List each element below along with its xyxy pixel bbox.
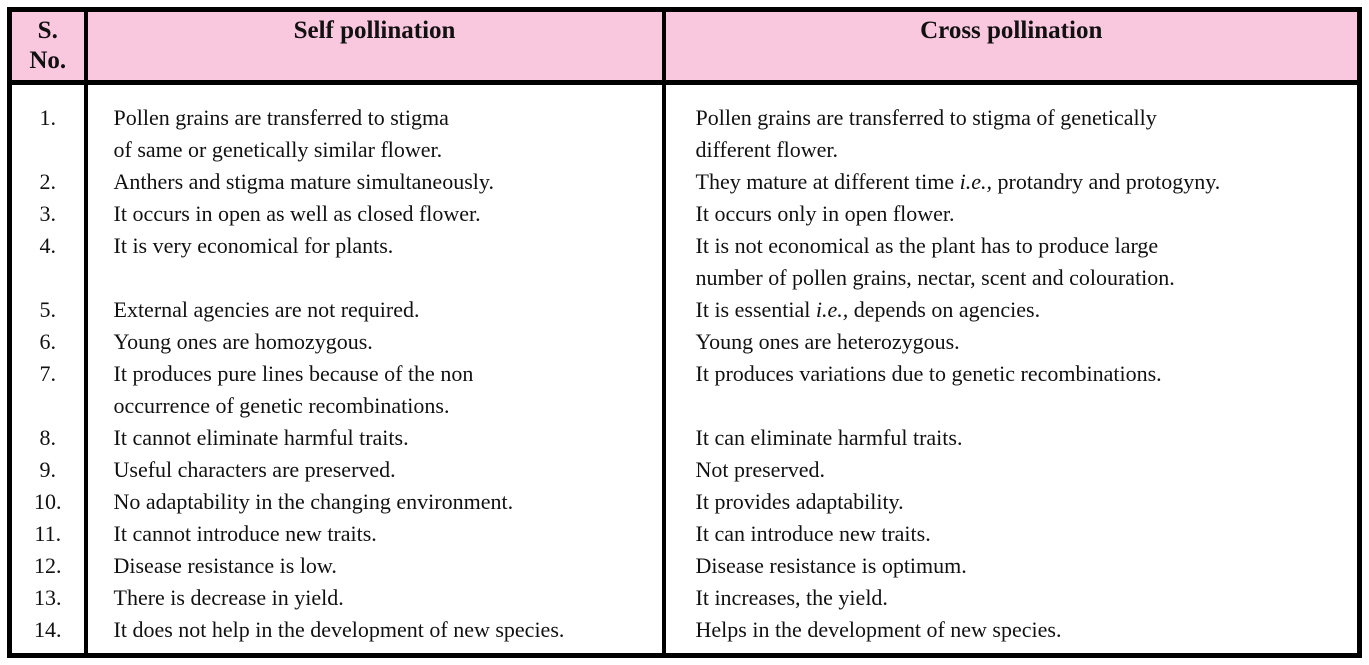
cell-cross-pollination: Not preserved.: [661, 454, 1362, 486]
cell-cross-pollination: They mature at different time i.e., prot…: [661, 166, 1362, 198]
table-row: 2. Anthers and stigma mature simultaneous…: [7, 166, 1362, 198]
header-row: S. No. Self pollination Cross pollinatio…: [7, 7, 1362, 85]
table-row: 7. It produces pure lines because of the …: [7, 358, 1362, 422]
cell-line: Young ones are heterozygous.: [695, 329, 960, 354]
cell-self-pollination: It does not help in the development of n…: [83, 614, 666, 656]
table-row: 9. Useful characters are preserved. Not pr…: [7, 454, 1362, 486]
cell-line: It produces variations due to genetic re…: [695, 361, 1162, 386]
table-row: 14. It does not help in the development o…: [7, 614, 1362, 656]
cell-line: Pollen grains are transferred to stigma: [113, 105, 449, 130]
cell-self-pollination: No adaptability in the changing environm…: [83, 486, 666, 518]
table-header: S. No. Self pollination Cross pollinatio…: [7, 7, 1362, 85]
cell-cross-pollination: It is not economical as the plant has to…: [661, 230, 1362, 294]
cell-cross-pollination: It provides adaptability.: [661, 486, 1362, 518]
cell-line: Disease resistance is low.: [113, 553, 337, 578]
cell-cross-pollination: It can eliminate harmful traits.: [661, 422, 1362, 454]
table-row: 6. Young ones are homozygous. Young ones a…: [7, 326, 1362, 358]
cell-line: It occurs only in open flower.: [695, 201, 955, 226]
header-sno-line1: S.: [37, 17, 58, 44]
cell-cross-pollination: It increases, the yield.: [661, 582, 1362, 614]
cell-line: It can eliminate harmful traits.: [695, 425, 963, 450]
cell-line: They mature at different time i.e., prot…: [695, 169, 1221, 194]
row-number: 2.: [7, 166, 88, 198]
cell-line: It increases, the yield.: [695, 585, 888, 610]
cell-self-pollination: Young ones are homozygous.: [83, 326, 666, 358]
cell-line: It is not economical as the plant has to…: [695, 233, 1159, 258]
cell-line: occurrence of genetic recombinations.: [113, 393, 450, 418]
table-row: 10. No adaptability in the changing envir…: [7, 486, 1362, 518]
cell-self-pollination: It produces pure lines because of the no…: [83, 358, 666, 422]
cell-line: It cannot introduce new traits.: [113, 521, 377, 546]
cell-line: Pollen grains are transferred to stigma …: [695, 105, 1157, 130]
cell-line: of same or genetically similar flower.: [113, 137, 443, 162]
header-self-pollination: Self pollination: [83, 7, 666, 85]
row-number: 9.: [7, 454, 88, 486]
cell-cross-pollination: Helps in the development of new species.: [661, 614, 1362, 656]
cell-cross-pollination: It can introduce new traits.: [661, 518, 1362, 550]
cell-line: It produces pure lines because of the no…: [113, 361, 474, 386]
cell-line: No adaptability in the changing environm…: [113, 489, 514, 514]
cell-line: It provides adaptability.: [695, 489, 904, 514]
table-row: 11. It cannot introduce new traits. It can…: [7, 518, 1362, 550]
cell-line: It can introduce new traits.: [695, 521, 931, 546]
row-number: 3.: [7, 198, 88, 230]
cell-self-pollination: It cannot introduce new traits.: [83, 518, 666, 550]
cell-line: It is very economical for plants.: [113, 233, 394, 258]
table-row: 12. Disease resistance is low. Disease res…: [7, 550, 1362, 582]
row-number: 14.: [7, 614, 88, 656]
cell-cross-pollination: It is essential i.e., depends on agencie…: [661, 294, 1362, 326]
cell-self-pollination: There is decrease in yield.: [83, 582, 666, 614]
row-number: 4.: [7, 230, 88, 294]
table-row: 13. There is decrease in yield. It increas…: [7, 582, 1362, 614]
cell-cross-pollination: Pollen grains are transferred to stigma …: [661, 82, 1362, 166]
cell-line: number of pollen grains, nectar, scent a…: [695, 265, 1175, 290]
cell-self-pollination: Disease resistance is low.: [83, 550, 666, 582]
row-number: 1.: [7, 82, 88, 166]
row-number: 7.: [7, 358, 88, 422]
cell-self-pollination: It cannot eliminate harmful traits.: [83, 422, 666, 454]
cell-line: Useful characters are preserved.: [113, 457, 396, 482]
row-number: 11.: [7, 518, 88, 550]
cell-cross-pollination: It occurs only in open flower.: [661, 198, 1362, 230]
cell-line: It cannot eliminate harmful traits.: [113, 425, 409, 450]
row-number: 12.: [7, 550, 88, 582]
header-sno: S. No.: [7, 7, 88, 85]
cell-cross-pollination: Young ones are heterozygous.: [661, 326, 1362, 358]
row-number: 13.: [7, 582, 88, 614]
table-row: 3. It occurs in open as well as closed fl…: [7, 198, 1362, 230]
row-number: 8.: [7, 422, 88, 454]
table-body: 1. Pollen grains are transferred to stigm…: [7, 82, 1362, 656]
table-row: 8. It cannot eliminate harmful traits. It …: [7, 422, 1362, 454]
cell-line: External agencies are not required.: [113, 297, 420, 322]
cell-line: Young ones are homozygous.: [113, 329, 373, 354]
cell-line: There is decrease in yield.: [113, 585, 344, 610]
cell-self-pollination: Useful characters are preserved.: [83, 454, 666, 486]
cell-line: different flower.: [695, 137, 839, 162]
cell-line: It occurs in open as well as closed flow…: [113, 201, 481, 226]
table-row: 1. Pollen grains are transferred to stigm…: [7, 82, 1362, 166]
cell-cross-pollination: Disease resistance is optimum.: [661, 550, 1362, 582]
header-cross-pollination: Cross pollination: [661, 7, 1362, 85]
cell-line: Helps in the development of new species.: [695, 617, 1062, 642]
row-number: 5.: [7, 294, 88, 326]
cell-line: It does not help in the development of n…: [113, 617, 565, 642]
cell-cross-pollination: It produces variations due to genetic re…: [661, 358, 1362, 422]
row-number: 10.: [7, 486, 88, 518]
table-row: 4. It is very economical for plants. It is…: [7, 230, 1362, 294]
cell-line: It is essential i.e., depends on agencie…: [695, 297, 1041, 322]
cell-line: Anthers and stigma mature simultaneously…: [113, 169, 494, 194]
cell-self-pollination: Pollen grains are transferred to stigma o…: [83, 82, 666, 166]
cell-line: Not preserved.: [695, 457, 826, 482]
table-row: 5. External agencies are not required. It …: [7, 294, 1362, 326]
cell-line: Disease resistance is optimum.: [695, 553, 967, 578]
cell-self-pollination: It is very economical for plants.: [83, 230, 666, 294]
cell-self-pollination: External agencies are not required.: [83, 294, 666, 326]
cell-self-pollination: It occurs in open as well as closed flow…: [83, 198, 666, 230]
row-number: 6.: [7, 326, 88, 358]
pollination-comparison-table: S. No. Self pollination Cross pollinatio…: [7, 7, 1362, 658]
header-sno-line2: No.: [29, 47, 67, 74]
cell-self-pollination: Anthers and stigma mature simultaneously…: [83, 166, 666, 198]
